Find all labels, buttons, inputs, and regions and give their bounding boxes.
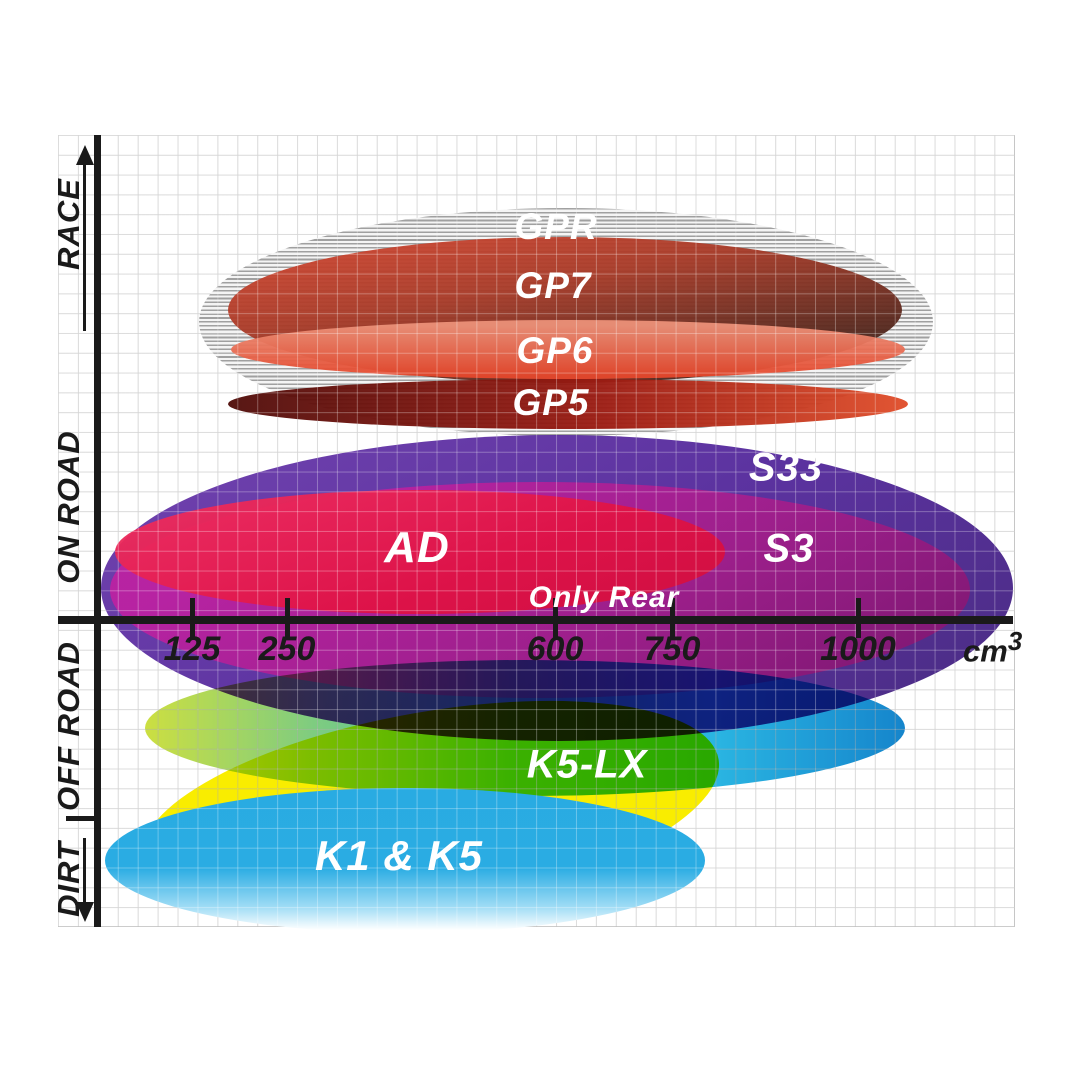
y-category-dirt: DIRT (51, 841, 86, 917)
region-label-s3: S3 (763, 526, 815, 571)
region-ellipse-k1k5 (105, 788, 705, 933)
dirt-arrow-line (83, 838, 86, 902)
x-tick-label-600: 600 (526, 630, 584, 668)
x-tick-label-250: 250 (258, 630, 316, 668)
region-label-gp6: GP6 (516, 330, 594, 371)
unit-cm: cm (963, 633, 1008, 669)
x-tick-600 (553, 598, 558, 638)
region-label-k5lx: K5-LX (526, 742, 648, 787)
dirt-arrow-down-icon (76, 902, 94, 922)
race-arrow-up-icon (76, 145, 94, 165)
x-tick-label-1000: 1000 (820, 630, 896, 668)
region-ellipse-ad (115, 490, 725, 614)
unit-sup-3: 3 (1007, 628, 1023, 656)
x-tick-750 (670, 598, 675, 638)
x-axis-line (58, 616, 1013, 624)
x-tick-1000 (856, 598, 861, 638)
x-tick-label-750: 750 (643, 630, 701, 668)
x-tick-125 (190, 598, 195, 638)
region-label-only-rear: Only Rear (528, 581, 680, 614)
region-label-k1k5: K1 & K5 (314, 832, 484, 879)
y-category-on-road: ON ROAD (51, 430, 86, 584)
region-ellipse-k5lx (145, 660, 905, 796)
x-axis-unit-label: cm3 (963, 628, 1022, 669)
region-label-gp5: GP5 (512, 382, 590, 423)
region-label-gp7: GP7 (514, 265, 592, 306)
region-ellipse-gp6 (231, 320, 905, 379)
y-axis-line (94, 135, 101, 927)
region-label-gpr: GPR (514, 206, 598, 247)
y-category-race: RACE (51, 178, 86, 270)
x-tick-250 (285, 598, 290, 638)
y-category-off-road: OFF ROAD (51, 641, 86, 811)
region-label-s33: S33 (748, 445, 824, 490)
region-label-ad: AD (384, 523, 450, 572)
y-axis-separator-offroad-dirt (66, 816, 94, 821)
x-tick-label-125: 125 (163, 630, 221, 668)
region-ellipse-gp5 (228, 379, 908, 429)
race-arrow-line (83, 163, 86, 331)
